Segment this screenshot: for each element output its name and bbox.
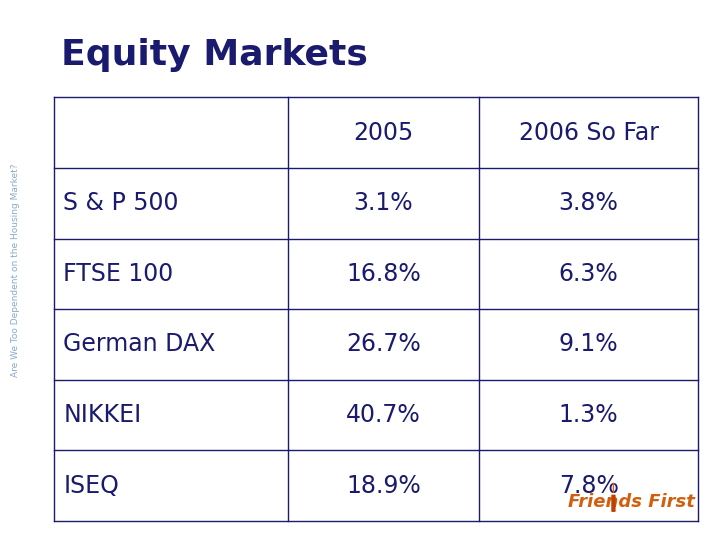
Text: 3.8%: 3.8% [559, 191, 618, 215]
Text: 16.8%: 16.8% [346, 262, 420, 286]
Text: Friends First: Friends First [568, 494, 695, 511]
Text: 26.7%: 26.7% [346, 333, 420, 356]
Text: 6.3%: 6.3% [559, 262, 618, 286]
Text: ISEQ: ISEQ [63, 474, 120, 498]
Text: 2006 So Far: 2006 So Far [518, 120, 659, 145]
Text: Are We Too Dependent on the Housing Market?: Are We Too Dependent on the Housing Mark… [11, 163, 20, 377]
Text: S & P 500: S & P 500 [63, 191, 179, 215]
Text: 9.1%: 9.1% [559, 333, 618, 356]
Text: Equity Markets: Equity Markets [61, 38, 368, 72]
Text: NIKKEI: NIKKEI [63, 403, 142, 427]
Text: FTSE 100: FTSE 100 [63, 262, 174, 286]
Text: 2005: 2005 [354, 120, 413, 145]
Text: 7.8%: 7.8% [559, 474, 618, 498]
Text: 18.9%: 18.9% [346, 474, 420, 498]
Text: 3.1%: 3.1% [354, 191, 413, 215]
Text: German DAX: German DAX [63, 333, 215, 356]
Text: 40.7%: 40.7% [346, 403, 420, 427]
Text: 1.3%: 1.3% [559, 403, 618, 427]
FancyBboxPatch shape [611, 495, 616, 512]
